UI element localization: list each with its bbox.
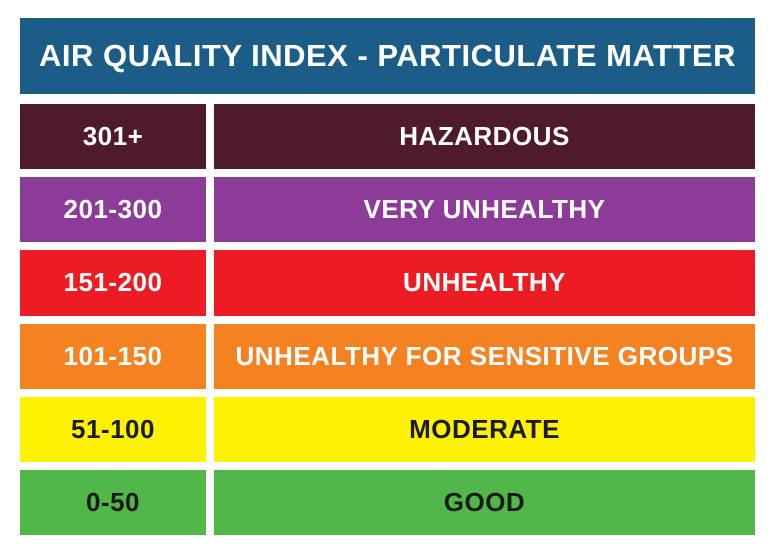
aqi-row: 101-150 UNHEALTHY FOR SENSITIVE GROUPS <box>20 324 755 389</box>
label-text: UNHEALTHY <box>403 267 566 298</box>
range-cell: 0-50 <box>20 470 206 535</box>
label-text: UNHEALTHY FOR SENSITIVE GROUPS <box>236 341 734 372</box>
label-cell: GOOD <box>214 470 755 535</box>
label-cell: UNHEALTHY <box>214 250 755 315</box>
range-cell: 201-300 <box>20 177 206 242</box>
range-text: 151-200 <box>64 267 163 298</box>
label-text: VERY UNHEALTHY <box>364 194 606 225</box>
range-text: 301+ <box>83 121 144 152</box>
label-cell: VERY UNHEALTHY <box>214 177 755 242</box>
label-cell: UNHEALTHY FOR SENSITIVE GROUPS <box>214 324 755 389</box>
aqi-row: 201-300 VERY UNHEALTHY <box>20 177 755 242</box>
aqi-row: 151-200 UNHEALTHY <box>20 250 755 315</box>
title-bar: AIR QUALITY INDEX - PARTICULATE MATTER <box>20 18 755 94</box>
range-text: 201-300 <box>64 194 163 225</box>
range-cell: 101-150 <box>20 324 206 389</box>
range-text: 101-150 <box>64 341 163 372</box>
label-text: GOOD <box>444 487 525 518</box>
label-cell: HAZARDOUS <box>214 104 755 169</box>
range-text: 0-50 <box>86 487 140 518</box>
aqi-table: AIR QUALITY INDEX - PARTICULATE MATTER 3… <box>20 18 755 535</box>
label-cell: MODERATE <box>214 397 755 462</box>
aqi-row: 0-50 GOOD <box>20 470 755 535</box>
range-text: 51-100 <box>71 414 155 445</box>
label-text: MODERATE <box>409 414 560 445</box>
range-cell: 51-100 <box>20 397 206 462</box>
aqi-row: 51-100 MODERATE <box>20 397 755 462</box>
range-cell: 301+ <box>20 104 206 169</box>
range-cell: 151-200 <box>20 250 206 315</box>
aqi-rows: 301+ HAZARDOUS 201-300 VERY UNHEALTHY 15… <box>20 104 755 535</box>
label-text: HAZARDOUS <box>399 121 570 152</box>
title-text: AIR QUALITY INDEX - PARTICULATE MATTER <box>39 38 736 74</box>
aqi-row: 301+ HAZARDOUS <box>20 104 755 169</box>
